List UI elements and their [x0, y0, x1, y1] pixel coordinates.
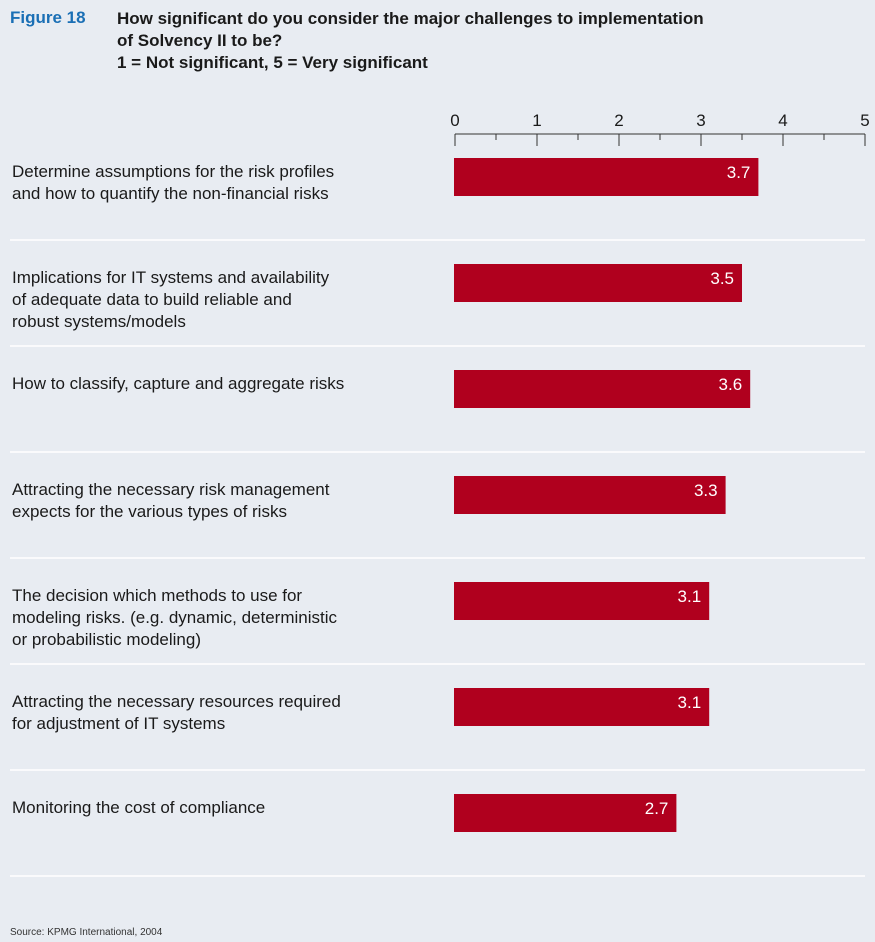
- category-label: Monitoring the cost of compliance: [12, 797, 452, 819]
- category-label: How to classify, capture and aggregate r…: [12, 373, 452, 395]
- category-label: Attracting the necessary resources requi…: [12, 691, 452, 735]
- category-label-line: expects for the various types of risks: [12, 502, 287, 521]
- category-label-line: or probabilistic modeling): [12, 630, 201, 649]
- category-label-line: The decision which methods to use for: [12, 586, 303, 605]
- category-label-line: for adjustment of IT systems: [12, 714, 226, 733]
- category-label: The decision which methods to use for mod…: [12, 585, 452, 651]
- bar: [454, 370, 751, 408]
- category-label-line: Attracting the necessary risk management: [12, 480, 330, 499]
- figure-title-line-2: of Solvency II to be?: [117, 31, 283, 50]
- x-tick-label: 3: [696, 111, 705, 130]
- bar-value-label: 3.1: [678, 693, 702, 712]
- x-tick-label: 4: [778, 111, 787, 130]
- source-note: Source: KPMG International, 2004: [10, 927, 163, 938]
- bar-value-label: 3.6: [719, 375, 743, 394]
- category-label-line: Determine assumptions for the risk profi…: [12, 162, 335, 181]
- category-label-line: modeling risks. (e.g. dynamic, determini…: [12, 608, 338, 627]
- figure-title: How significant do you consider the majo…: [117, 8, 867, 74]
- bar: [454, 476, 726, 514]
- category-label: Implications for IT systems and availabi…: [12, 267, 452, 333]
- bar-value-label: 3.5: [710, 269, 734, 288]
- bar-value-label: 3.7: [727, 163, 751, 182]
- bar: [454, 688, 710, 726]
- category-label-line: Monitoring the cost of compliance: [12, 798, 266, 817]
- category-label-line: Implications for IT systems and availabi…: [12, 268, 330, 287]
- x-tick-label: 2: [614, 111, 623, 130]
- x-tick-label: 1: [532, 111, 541, 130]
- bar: [454, 794, 677, 832]
- bar: [454, 582, 710, 620]
- category-label-line: and how to quantify the non-financial ri…: [12, 184, 329, 203]
- x-tick-label: 5: [860, 111, 869, 130]
- category-label: Determine assumptions for the risk profi…: [12, 161, 452, 205]
- bar-value-label: 3.1: [678, 587, 702, 606]
- figure-label: Figure 18: [10, 8, 86, 27]
- bar-value-label: 2.7: [645, 799, 669, 818]
- x-tick-label: 0: [450, 111, 459, 130]
- bar: [454, 264, 742, 302]
- category-label-line: How to classify, capture and aggregate r…: [12, 374, 345, 393]
- category-label-line: of adequate data to build reliable and: [12, 290, 292, 309]
- figure-subtitle: 1 = Not significant, 5 = Very significan…: [117, 53, 428, 72]
- category-label: Attracting the necessary risk management…: [12, 479, 452, 523]
- bar: [454, 158, 759, 196]
- category-label-line: Attracting the necessary resources requi…: [12, 692, 341, 711]
- category-label-line: robust systems/models: [12, 312, 186, 331]
- bar-value-label: 3.3: [694, 481, 718, 500]
- figure-title-line-1: How significant do you consider the majo…: [117, 9, 704, 28]
